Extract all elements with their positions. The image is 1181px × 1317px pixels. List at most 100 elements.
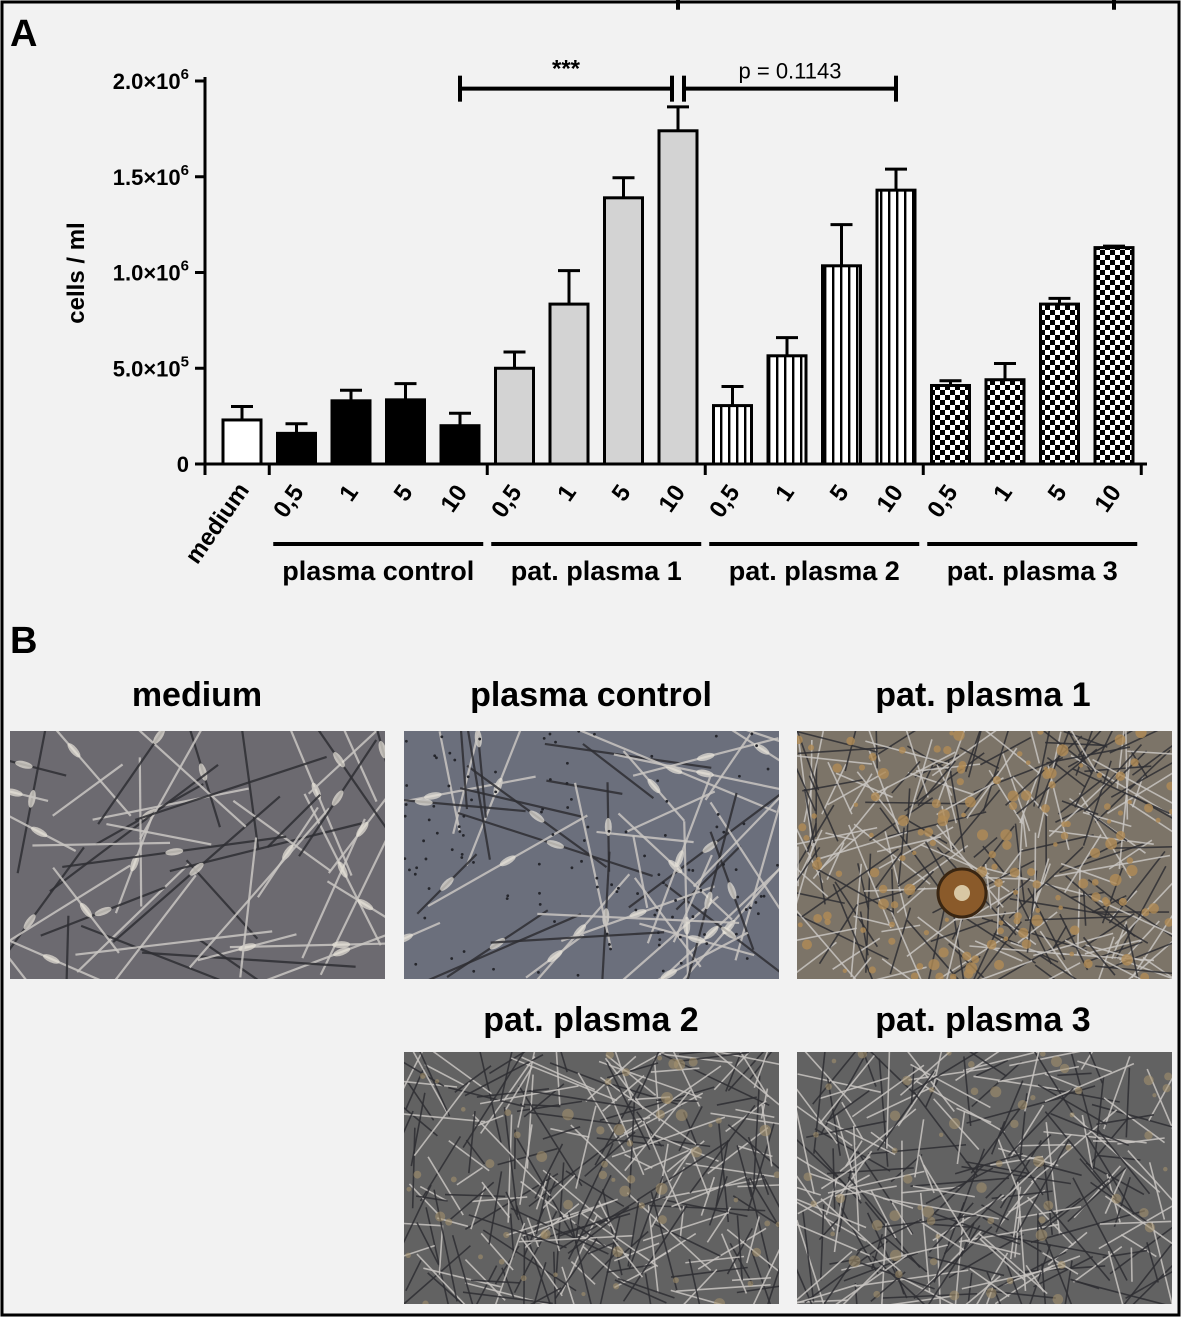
debris-dot (404, 739, 408, 743)
cell-fiber (559, 1195, 666, 1237)
debris-dot (665, 799, 669, 803)
cell-fiber (854, 1283, 858, 1304)
debris-dot (565, 761, 569, 765)
cell-body (1148, 903, 1159, 914)
cell-fiber (1034, 964, 1056, 979)
cell-fiber (1130, 1247, 1133, 1282)
cell-fiber (1044, 1062, 1135, 1103)
cell-fiber (952, 909, 965, 979)
cell-fiber (404, 1222, 442, 1227)
cell-fiber (523, 1235, 526, 1304)
cell-fiber (797, 731, 820, 791)
debris-dot (542, 736, 546, 740)
cell-body (1168, 808, 1172, 815)
cell-body (499, 855, 516, 867)
cell-fiber (606, 1264, 652, 1274)
cell-body (498, 1258, 505, 1265)
cell-fiber (570, 1124, 632, 1184)
cell-fiber (614, 1279, 667, 1304)
cell-fiber (301, 818, 366, 959)
debris-dot (460, 856, 464, 859)
cell-fiber (889, 907, 912, 975)
debris-dot (650, 754, 654, 758)
debris-dot (722, 862, 725, 866)
cell-fiber (427, 1156, 464, 1216)
cell-fiber (945, 782, 958, 824)
cell-fiber (481, 1181, 511, 1219)
cell-fiber (582, 743, 655, 800)
cell-fiber (797, 842, 815, 905)
cell-fiber (142, 951, 356, 968)
cell-fiber (747, 1178, 772, 1271)
cell-body (1052, 1294, 1064, 1304)
cell-fiber (585, 1055, 637, 1102)
cell-fiber (505, 1191, 520, 1221)
cell-body (664, 1097, 672, 1105)
cell-fiber (138, 731, 247, 828)
cell-fiber (1103, 1097, 1166, 1144)
cell-fiber (404, 1052, 423, 1090)
cell-fiber (1082, 760, 1112, 846)
cell-fiber (996, 1136, 1019, 1191)
cell-body (1027, 867, 1036, 877)
cell-fiber (1142, 956, 1172, 979)
cell-fiber (1044, 1111, 1117, 1200)
cell-fiber (114, 874, 197, 979)
cell-fiber (1107, 1250, 1124, 1304)
cell-fiber (1077, 1060, 1112, 1073)
cell-body (333, 947, 351, 957)
cell-fiber (928, 1256, 1005, 1277)
cell-body (824, 918, 831, 926)
cell-fiber (1037, 1084, 1108, 1126)
cell-fiber (955, 1052, 1000, 1082)
cell-fiber (1109, 1226, 1172, 1275)
cell-body (831, 1058, 837, 1064)
cell-fiber (533, 1262, 547, 1304)
cell-body (902, 1075, 912, 1086)
cell-body (563, 1199, 573, 1210)
cell-body (434, 1079, 440, 1084)
cell-body (331, 790, 344, 806)
cell-fiber (1037, 1197, 1082, 1229)
cell-body (961, 812, 966, 818)
debris-dot (492, 967, 495, 971)
cell-fiber (881, 1292, 978, 1299)
cell-fiber (1033, 731, 1051, 807)
cell-fiber (188, 807, 330, 969)
cell-fiber (1027, 887, 1066, 961)
cell-body (811, 813, 817, 819)
cell-body (857, 1052, 868, 1059)
cell-fiber (1108, 839, 1153, 870)
cell-fiber (479, 1085, 579, 1105)
cell-fiber (1127, 750, 1172, 755)
cell-body (910, 972, 919, 979)
micrograph-title: pat. plasma 2 (483, 1001, 698, 1039)
cell-body (713, 1298, 726, 1304)
cell-body (691, 1146, 702, 1158)
debris-dot (691, 869, 695, 872)
debris-dot (691, 915, 695, 918)
debris-dot (537, 862, 541, 866)
cell-fiber (470, 1185, 486, 1230)
micrograph-title: medium (132, 676, 262, 714)
group-label: pat. plasma 2 (729, 556, 900, 586)
cell-body (873, 1290, 881, 1298)
micrograph-image (404, 1052, 779, 1304)
debris-dot (538, 891, 541, 895)
cell-fiber (651, 1177, 766, 1201)
cell-body (423, 792, 442, 800)
cell-body (1006, 1277, 1014, 1285)
cell-fiber (444, 1193, 506, 1198)
cell-fiber (1012, 888, 1053, 965)
cell-fiber (628, 1052, 666, 1072)
cell-body (31, 826, 48, 838)
debris-dot (658, 938, 662, 942)
cell-body (759, 1124, 772, 1137)
cell-fiber (475, 1265, 498, 1304)
cell-fiber (510, 1057, 618, 1102)
bar (385, 398, 426, 466)
cell-body (976, 1182, 987, 1193)
debris-dot (405, 784, 409, 787)
bar (494, 366, 535, 466)
cell-fiber (494, 1222, 526, 1304)
